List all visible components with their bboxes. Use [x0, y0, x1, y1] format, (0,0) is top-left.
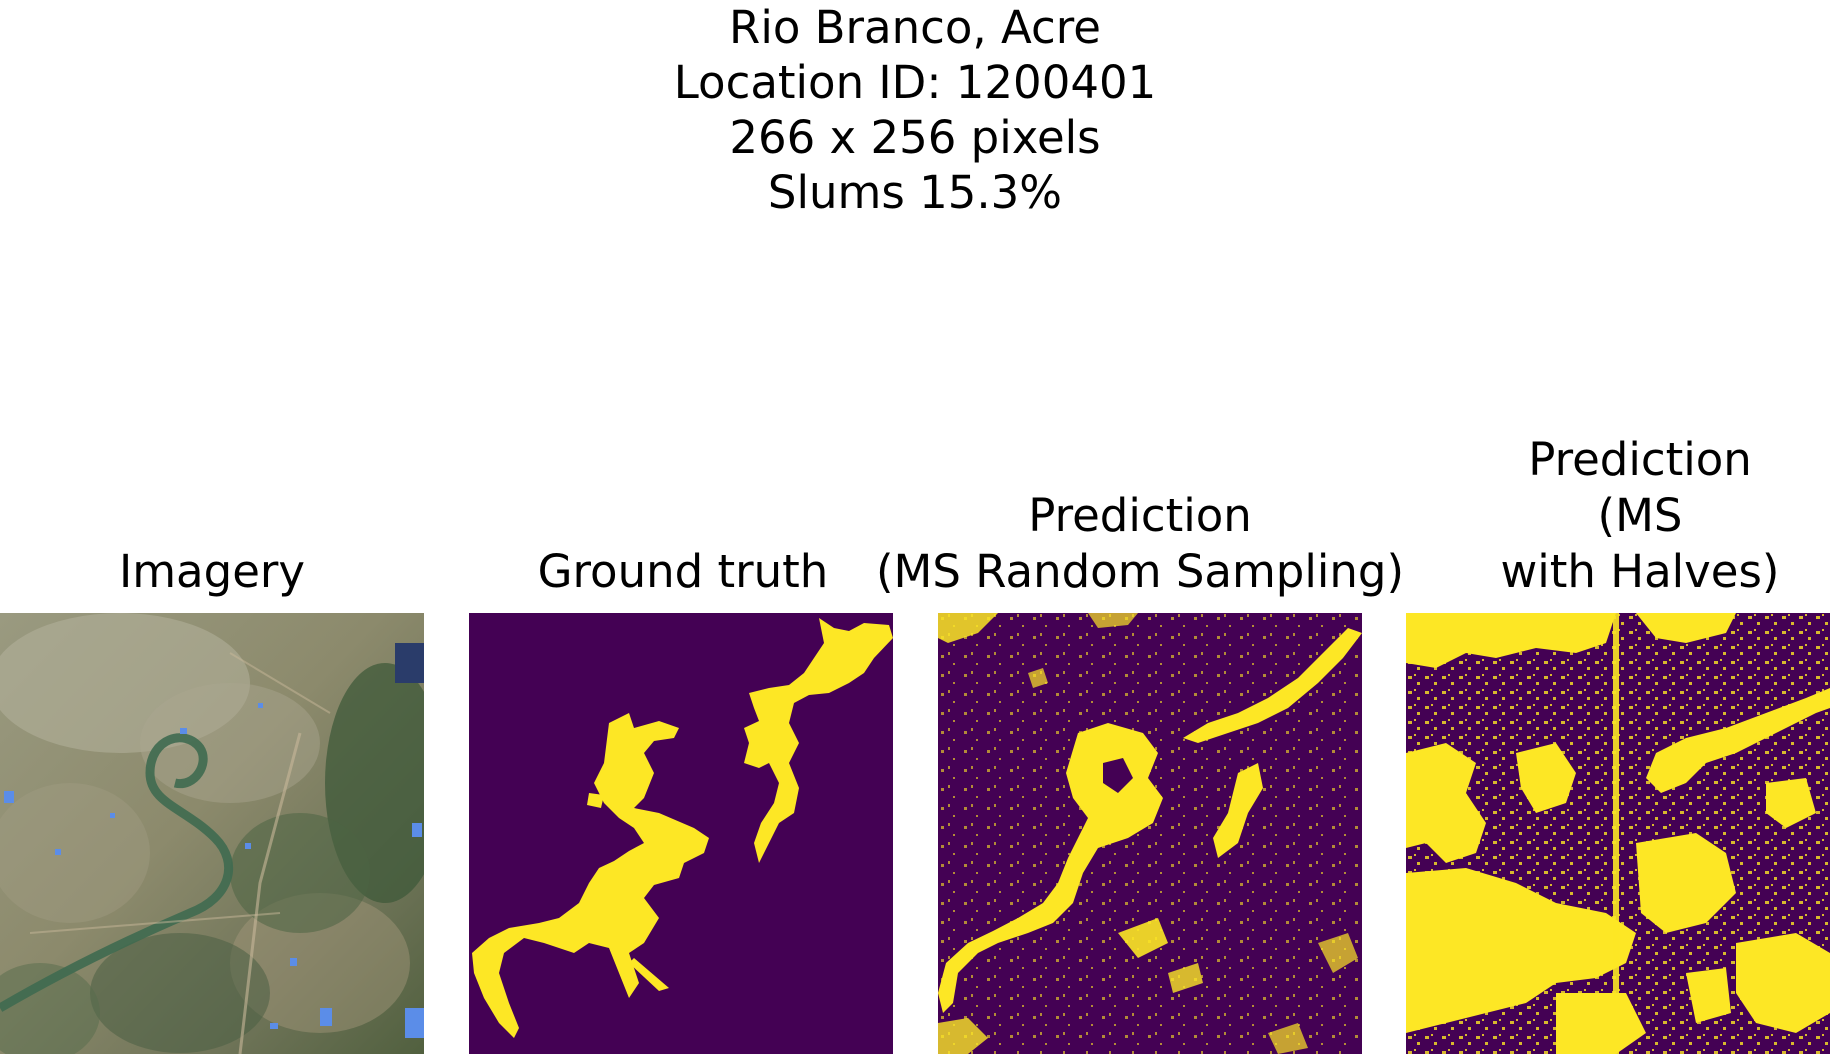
title-line-dimensions: 266 x 256 pixels [729, 111, 1101, 164]
title-line-city: Rio Branco, Acre [729, 1, 1101, 54]
prediction-random-title: Prediction (MS Random Sampling) [875, 489, 1405, 598]
figure-title: Rio Branco, Acre Location ID: 1200401 26… [0, 0, 1830, 220]
ground-truth-mask [469, 613, 893, 1054]
title-line-location-id: Location ID: 1200401 [673, 56, 1157, 109]
ground-truth-title: Ground truth [537, 545, 829, 598]
title-line-slum-percent: Slums 15.3% [767, 166, 1063, 219]
satellite-image [0, 613, 424, 1054]
imagery-title: Imagery [118, 545, 306, 598]
imagery-panel [0, 613, 424, 1054]
prediction-random-mask [938, 613, 1362, 1054]
prediction-halves-title: Prediction (MS with Halves) [1500, 433, 1780, 598]
ground-truth-panel [469, 613, 893, 1054]
prediction-halves-panel [1406, 613, 1830, 1054]
prediction-halves-mask [1406, 613, 1830, 1054]
prediction-random-panel [938, 613, 1362, 1054]
